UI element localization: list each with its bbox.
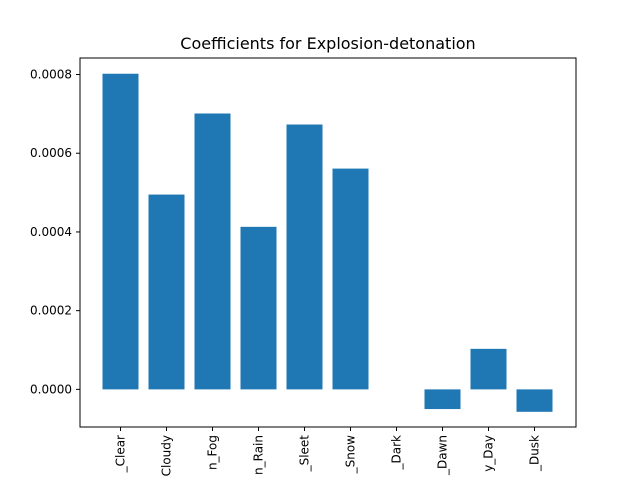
- x-tick-label-1: Cloudy: [160, 435, 174, 476]
- x-tick-label-6: _Dark: [390, 435, 404, 471]
- bars-group: [102, 73, 553, 412]
- bar-0: [102, 73, 139, 390]
- y-axis: 0.0000 0.0002 0.0004 0.0006 0.0008: [30, 68, 80, 396]
- x-axis: _Clear Cloudy n_Fog n_Rain _Sleet _Snow _Dark _…: [114, 427, 542, 476]
- x-tick-label-9: _Dusk: [528, 435, 542, 472]
- x-tick-label-3: n_Rain: [252, 435, 266, 475]
- bar-5: [332, 168, 369, 390]
- y-tick-label-2: 0.0004: [30, 225, 72, 239]
- bar-4: [286, 124, 323, 390]
- bar-1: [148, 194, 185, 390]
- chart-title: Coefficients for Explosion-detonation: [180, 34, 475, 53]
- x-tick-label-4: _Sleet: [298, 435, 312, 473]
- bar-9: [516, 389, 553, 412]
- bar-7: [424, 389, 461, 410]
- x-tick-label-0: _Clear: [114, 435, 128, 473]
- plot-frame: [79, 57, 577, 428]
- bar-2: [194, 113, 231, 390]
- y-tick-label-4: 0.0008: [30, 68, 72, 82]
- bar-3: [240, 226, 277, 390]
- x-tick-label-2: n_Fog: [206, 435, 220, 470]
- y-tick-label-0: 0.0000: [30, 382, 72, 396]
- bar-8: [470, 348, 507, 390]
- x-tick-label-5: _Snow: [344, 435, 358, 475]
- x-tick-label-7: _Dawn: [436, 435, 450, 476]
- x-tick-label-8: y_Day: [482, 435, 496, 472]
- y-tick-label-1: 0.0002: [30, 304, 72, 318]
- y-tick-label-3: 0.0006: [30, 146, 72, 160]
